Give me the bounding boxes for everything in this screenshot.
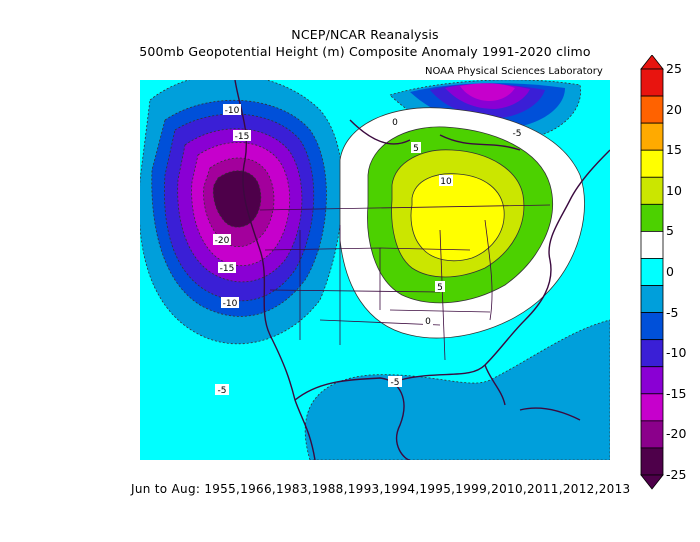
contour-label: 5 <box>437 283 443 293</box>
colorbar-segment <box>640 230 664 259</box>
contour-label: 0 <box>392 118 398 128</box>
colorbar-segment <box>640 366 664 395</box>
colorbar-segment <box>640 95 664 124</box>
colorbar-tick-label: -5 <box>666 304 679 320</box>
colorbar-segment <box>640 176 664 205</box>
chart-subtitle: 500mb Geopotential Height (m) Composite … <box>139 44 591 59</box>
western-trough-fill <box>140 80 344 345</box>
colorbar-segment <box>640 203 664 232</box>
colorbar-segment <box>640 420 664 449</box>
map-canvas: -10 -15 -20 -15 -10 -5 -5 -5 0 5 10 5 0 <box>140 80 610 460</box>
central-ridge-fill <box>339 107 585 339</box>
contour-label: -15 <box>235 132 250 142</box>
colorbar-segment <box>640 285 664 314</box>
contour-label: -5 <box>391 378 400 388</box>
contour-label: -15 <box>220 264 235 274</box>
colorbar-segment <box>640 393 664 422</box>
composite-years: Jun to Aug: 1955,1966,1983,1988,1993,199… <box>131 482 631 496</box>
chart-title: NCEP/NCAR Reanalysis <box>291 27 439 42</box>
colorbar-tick-label: -25 <box>666 467 687 482</box>
contour-label: -10 <box>225 106 240 116</box>
contour-label: 10 <box>440 177 452 187</box>
colorbar-segment <box>640 339 664 368</box>
colorbar-segment <box>640 149 664 178</box>
colorbar <box>640 55 664 490</box>
colorbar-tick-label: 0 <box>666 264 674 279</box>
coastlines <box>234 80 610 460</box>
state-borders <box>259 204 551 361</box>
contour-label: 5 <box>413 144 419 154</box>
colorbar-tick-label: 10 <box>666 182 682 198</box>
colorbar-top-arrow <box>640 55 664 70</box>
contour-label: -20 <box>215 236 230 246</box>
anomaly-map: -10 -15 -20 -15 -10 -5 -5 -5 0 5 10 5 0 <box>140 80 610 460</box>
colorbar-segment <box>640 447 664 476</box>
contour-labels: -10 -15 -20 -15 -10 -5 -5 -5 0 5 10 5 0 <box>213 104 524 396</box>
colorbar-tick-label: 20 <box>666 101 682 117</box>
colorbar-bottom-arrow <box>640 474 664 490</box>
colorbar-tick-label: 15 <box>666 142 682 158</box>
colorbar-segment <box>640 312 664 341</box>
colorbar-tick-label: -10 <box>666 345 687 361</box>
colorbar-segment <box>640 258 664 286</box>
colorbar-tick-label: -15 <box>666 385 687 401</box>
contour-label: -10 <box>223 299 238 309</box>
colorbar-tick-label: -20 <box>666 426 687 442</box>
colorbar-tick-label: 5 <box>666 223 674 239</box>
contour-label: 0 <box>425 317 431 327</box>
colorbar-segment <box>640 122 664 151</box>
contour-label: -5 <box>513 129 522 139</box>
contour-label: -5 <box>218 386 227 396</box>
colorbar-tick-label: 25 <box>666 61 682 76</box>
colorbar-segment <box>640 68 664 97</box>
southeast-fill <box>304 319 610 460</box>
credit-label: NOAA Physical Sciences Laboratory <box>425 66 603 77</box>
